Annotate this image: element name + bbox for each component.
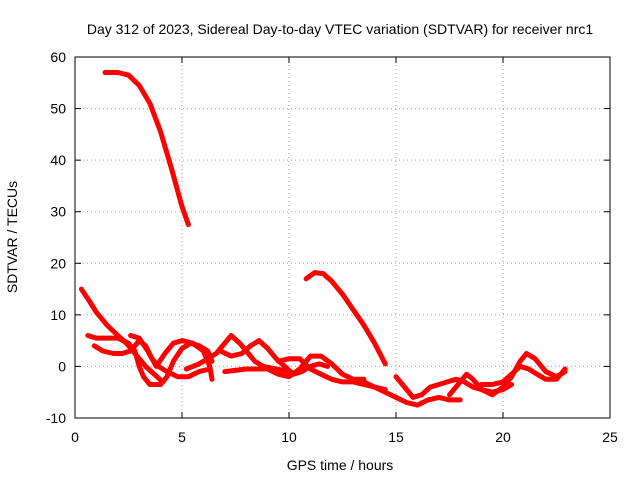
y-tick-label: 60 [50,49,66,65]
y-tick-label: 40 [50,152,66,168]
series-arc-13 [447,351,568,398]
y-tick-label: 10 [50,307,66,323]
series-arc-14 [479,363,568,387]
x-axis-label: GPS time / hours [287,457,394,473]
x-tick-label: 15 [388,429,404,445]
axis-ticks: 0 5 10 15 20 25 -10 0 10 20 30 40 50 60 [46,49,618,445]
x-tick-label: 20 [495,429,511,445]
data-series [78,70,568,408]
x-tick-label: 5 [178,429,186,445]
y-tick-label: -10 [46,410,66,426]
x-tick-label: 0 [71,429,79,445]
x-tick-label: 10 [281,429,297,445]
y-tick-label: 20 [50,255,66,271]
x-tick-label: 25 [602,429,618,445]
y-axis-label: SDTVAR / TECUs [4,181,20,293]
series-arc-2 [303,270,388,367]
plot-frame [74,56,611,419]
series-arc-6 [128,333,215,382]
series-arc-11 [361,379,463,408]
y-tick-label: 0 [58,358,66,374]
series-arc-1 [102,70,191,228]
y-tick-label: 30 [50,204,66,220]
chart-title: Day 312 of 2023, Sidereal Day-to-day VTE… [87,21,593,37]
y-tick-label: 50 [50,101,66,117]
